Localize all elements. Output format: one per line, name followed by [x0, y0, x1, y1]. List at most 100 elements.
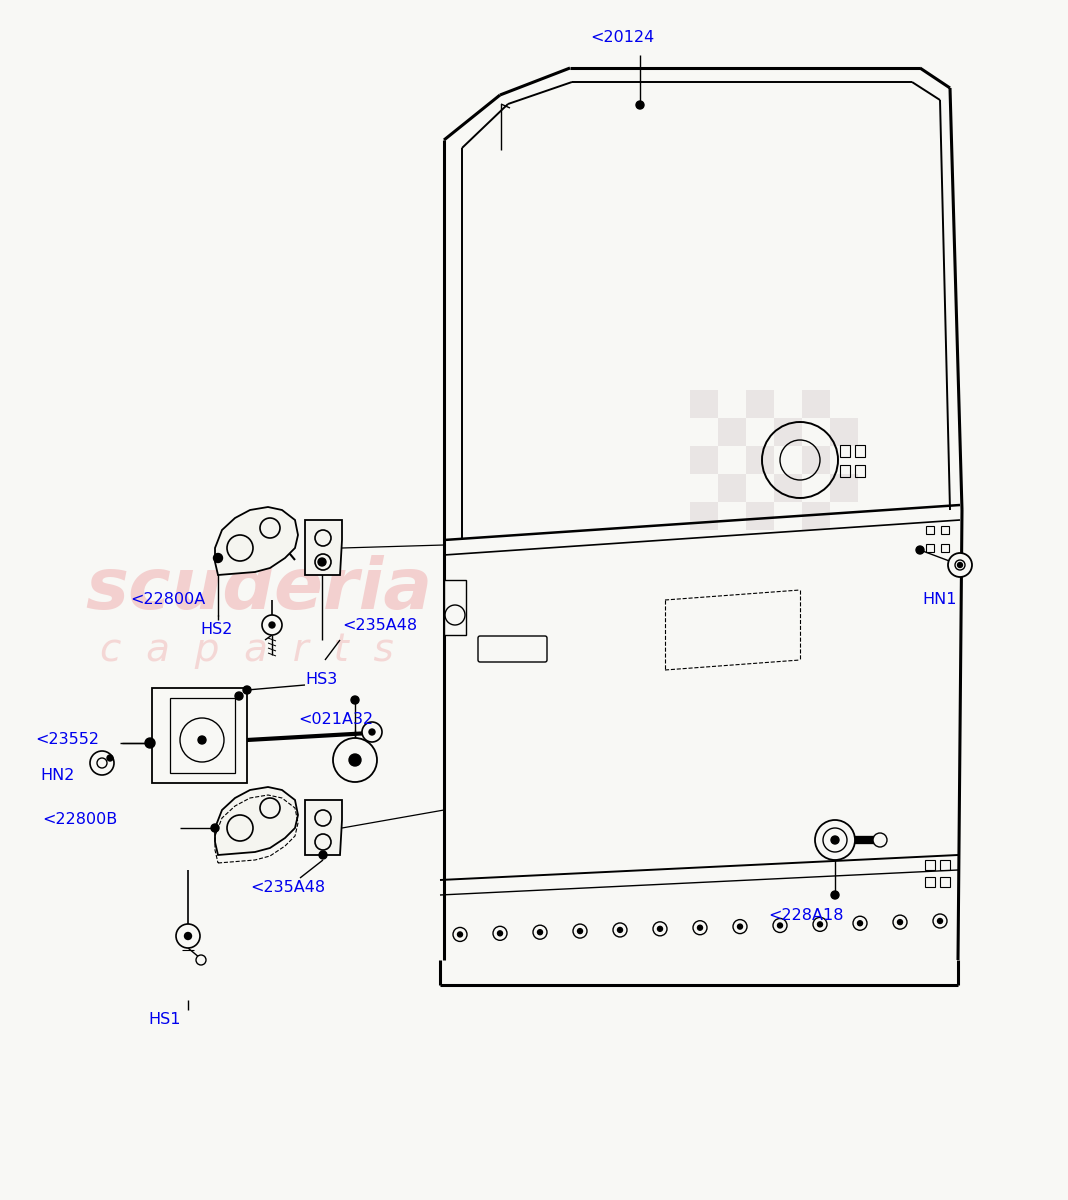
- Bar: [841, 445, 850, 457]
- Circle shape: [578, 929, 582, 934]
- Circle shape: [938, 918, 942, 924]
- Circle shape: [269, 622, 274, 628]
- Circle shape: [697, 925, 703, 930]
- Circle shape: [498, 931, 503, 936]
- Circle shape: [778, 923, 783, 928]
- Bar: [747, 390, 774, 418]
- FancyBboxPatch shape: [478, 636, 547, 662]
- Circle shape: [214, 553, 222, 563]
- Bar: [802, 446, 830, 474]
- Bar: [747, 446, 774, 474]
- Bar: [940, 860, 951, 870]
- Circle shape: [537, 930, 543, 935]
- Bar: [718, 502, 747, 530]
- Bar: [718, 390, 747, 418]
- Bar: [170, 698, 235, 773]
- Text: scuderia: scuderia: [85, 556, 433, 624]
- Circle shape: [185, 932, 191, 940]
- Circle shape: [244, 686, 251, 694]
- Bar: [855, 445, 865, 457]
- Circle shape: [897, 919, 902, 925]
- Circle shape: [831, 836, 839, 844]
- Circle shape: [319, 851, 327, 859]
- Bar: [690, 446, 718, 474]
- Circle shape: [658, 926, 662, 931]
- Text: HN2: HN2: [40, 768, 75, 782]
- Circle shape: [873, 833, 888, 847]
- Bar: [940, 877, 951, 887]
- Circle shape: [176, 924, 200, 948]
- Bar: [926, 526, 934, 534]
- Bar: [444, 580, 466, 635]
- Bar: [747, 474, 774, 502]
- Bar: [841, 464, 850, 476]
- Polygon shape: [305, 520, 342, 575]
- Text: <22800A: <22800A: [130, 593, 205, 607]
- Circle shape: [948, 553, 972, 577]
- Bar: [774, 502, 802, 530]
- Circle shape: [637, 101, 644, 109]
- Text: <235A48: <235A48: [250, 881, 325, 895]
- Bar: [747, 502, 774, 530]
- Circle shape: [823, 828, 847, 852]
- Bar: [926, 544, 934, 552]
- Circle shape: [955, 560, 965, 570]
- Bar: [802, 502, 830, 530]
- Text: c  a  p  a  r  t  s: c a p a r t s: [100, 631, 394, 670]
- Bar: [690, 390, 718, 418]
- Circle shape: [97, 758, 107, 768]
- Circle shape: [107, 755, 113, 761]
- Bar: [718, 446, 747, 474]
- Circle shape: [362, 722, 382, 742]
- Circle shape: [370, 728, 375, 734]
- Bar: [941, 526, 949, 534]
- Polygon shape: [215, 787, 298, 854]
- Bar: [718, 418, 747, 446]
- Bar: [690, 502, 718, 530]
- Bar: [718, 474, 747, 502]
- Bar: [802, 474, 830, 502]
- Text: HS1: HS1: [148, 1013, 180, 1027]
- Bar: [925, 877, 934, 887]
- Bar: [830, 474, 858, 502]
- Circle shape: [351, 696, 359, 704]
- Circle shape: [197, 955, 206, 965]
- Bar: [747, 418, 774, 446]
- Bar: [941, 544, 949, 552]
- Circle shape: [262, 614, 282, 635]
- Bar: [802, 390, 830, 418]
- Circle shape: [211, 824, 219, 832]
- Circle shape: [831, 890, 839, 899]
- Text: <23552: <23552: [35, 732, 99, 748]
- Bar: [690, 418, 718, 446]
- Circle shape: [349, 754, 361, 766]
- Circle shape: [90, 751, 114, 775]
- Circle shape: [457, 932, 462, 937]
- Circle shape: [916, 546, 924, 554]
- Circle shape: [817, 922, 822, 926]
- Bar: [774, 474, 802, 502]
- Text: <021A32: <021A32: [298, 713, 373, 727]
- Text: HS2: HS2: [200, 623, 233, 637]
- Text: <235A48: <235A48: [342, 618, 418, 632]
- Bar: [802, 418, 830, 446]
- Circle shape: [333, 738, 377, 782]
- Circle shape: [235, 692, 244, 700]
- Text: HS3: HS3: [305, 672, 337, 688]
- Bar: [830, 390, 858, 418]
- Polygon shape: [215, 506, 298, 575]
- Circle shape: [198, 736, 206, 744]
- Bar: [152, 688, 247, 782]
- Circle shape: [738, 924, 742, 929]
- Circle shape: [958, 563, 962, 568]
- Text: <22800B: <22800B: [42, 812, 117, 828]
- Text: <20124: <20124: [590, 30, 655, 46]
- Bar: [774, 390, 802, 418]
- Circle shape: [858, 920, 863, 925]
- Bar: [925, 860, 934, 870]
- Text: HN1: HN1: [922, 593, 957, 607]
- Circle shape: [617, 928, 623, 932]
- Text: <228A18: <228A18: [768, 907, 844, 923]
- Bar: [830, 502, 858, 530]
- Bar: [830, 446, 858, 474]
